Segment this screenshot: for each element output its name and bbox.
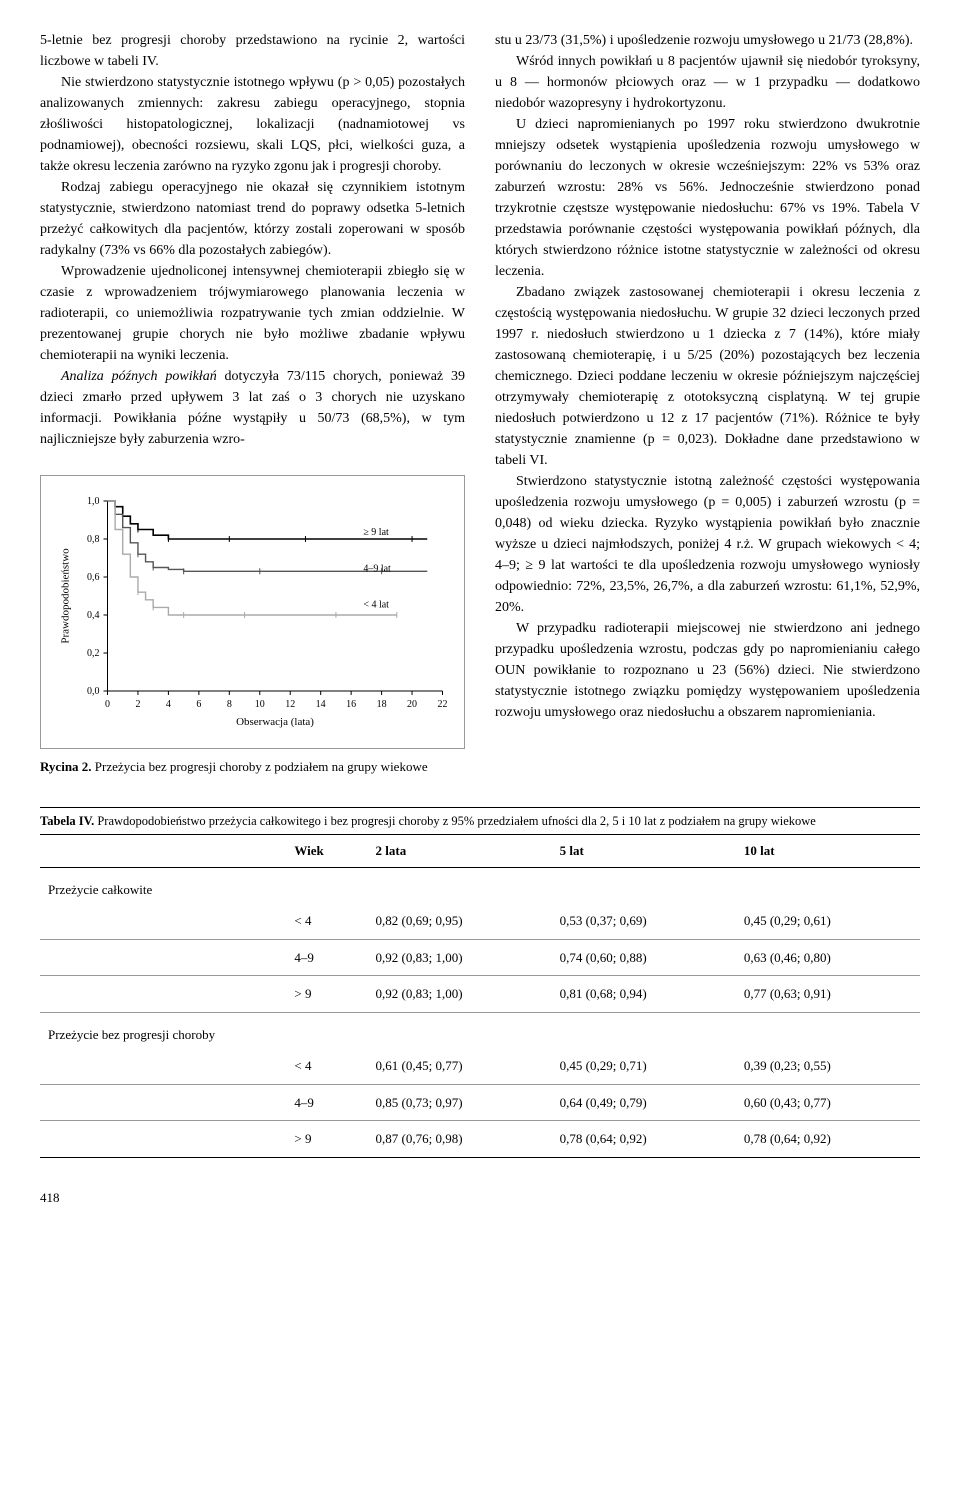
table-row: > 90,87 (0,76; 0,98)0,78 (0,64; 0,92)0,7… (40, 1121, 920, 1158)
table-row: < 40,61 (0,45; 0,77)0,45 (0,29; 0,71)0,3… (40, 1048, 920, 1084)
svg-text:8: 8 (227, 699, 232, 710)
table-cell: 4–9 (286, 1084, 367, 1121)
svg-text:16: 16 (346, 699, 356, 710)
paragraph: Nie stwierdzono statystycznie istotnego … (40, 72, 465, 177)
table-cell: 0,87 (0,76; 0,98) (368, 1121, 552, 1158)
table-cell: 0,77 (0,63; 0,91) (736, 976, 920, 1013)
svg-text:Prawdopodobieństwo: Prawdopodobieństwo (60, 548, 72, 644)
svg-text:4: 4 (166, 699, 171, 710)
svg-text:20: 20 (407, 699, 417, 710)
svg-text:0,2: 0,2 (87, 648, 100, 659)
table-row: 4–90,85 (0,73; 0,97)0,64 (0,49; 0,79)0,6… (40, 1084, 920, 1121)
paragraph: Wprowadzenie ujednoliconej intensywnej c… (40, 261, 465, 366)
table-cell: 0,92 (0,83; 1,00) (368, 939, 552, 976)
table-cell: 0,85 (0,73; 0,97) (368, 1084, 552, 1121)
col-header: Wiek (286, 835, 367, 868)
paragraph: Rodzaj zabiegu operacyjnego nie okazał s… (40, 177, 465, 261)
paragraph: Analiza późnych powikłań dotyczyła 73/11… (40, 366, 465, 450)
table-row: > 90,92 (0,83; 1,00)0,81 (0,68; 0,94)0,7… (40, 976, 920, 1013)
table-cell: 0,60 (0,43; 0,77) (736, 1084, 920, 1121)
svg-text:6: 6 (196, 699, 201, 710)
figure-caption-text: Przeżycia bez progresji choroby z podzia… (92, 759, 428, 774)
paragraph: Wśród innych powikłań u 8 pacjentów ujaw… (495, 51, 920, 114)
svg-text:0,4: 0,4 (87, 610, 100, 621)
table-cell: 0,53 (0,37; 0,69) (552, 903, 736, 939)
paragraph: Stwierdzono statystycznie istotną zależn… (495, 471, 920, 618)
table-cell: 0,63 (0,46; 0,80) (736, 939, 920, 976)
table-block: Tabela IV. Prawdopodobieństwo przeżycia … (40, 807, 920, 1158)
svg-text:18: 18 (377, 699, 387, 710)
figure-caption: Rycina 2. Przeżycia bez progresji chorob… (40, 757, 465, 777)
table-cell: 0,81 (0,68; 0,94) (552, 976, 736, 1013)
svg-text:10: 10 (255, 699, 265, 710)
survival-table: Wiek 2 lata 5 lat 10 lat Przeżycie całko… (40, 834, 920, 1158)
table-row: 4–90,92 (0,83; 1,00)0,74 (0,60; 0,88)0,6… (40, 939, 920, 976)
table-title: Tabela IV. Prawdopodobieństwo przeżycia … (40, 807, 920, 835)
svg-text:< 4 lat: < 4 lat (363, 599, 389, 610)
svg-text:12: 12 (285, 699, 295, 710)
svg-text:≥ 9 lat: ≥ 9 lat (363, 527, 389, 538)
svg-text:0,6: 0,6 (87, 572, 100, 583)
italic-span: Analiza późnych powikłań (61, 369, 217, 384)
paragraph: 5-letnie bez progresji choroby przedstaw… (40, 30, 465, 72)
page-number: 418 (40, 1188, 920, 1208)
paragraph: stu u 23/73 (31,5%) i upośledzenie rozwo… (495, 30, 920, 51)
table-label: Tabela IV. (40, 814, 94, 828)
table-cell: > 9 (286, 976, 367, 1013)
svg-text:Obserwacja (lata): Obserwacja (lata) (236, 716, 314, 728)
right-column: stu u 23/73 (31,5%) i upośledzenie rozwo… (495, 30, 920, 777)
table-cell: 0,39 (0,23; 0,55) (736, 1048, 920, 1084)
table-cell: 0,78 (0,64; 0,92) (552, 1121, 736, 1158)
col-header: 10 lat (736, 835, 920, 868)
two-column-layout: 5-letnie bez progresji choroby przedstaw… (40, 30, 920, 777)
table-row: < 40,82 (0,69; 0,95)0,53 (0,37; 0,69)0,4… (40, 903, 920, 939)
svg-text:1,0: 1,0 (87, 496, 100, 507)
table-cell: < 4 (286, 1048, 367, 1084)
svg-text:0,0: 0,0 (87, 686, 100, 697)
table-title-text: Prawdopodobieństwo przeżycia całkowitego… (94, 814, 816, 828)
svg-text:0,8: 0,8 (87, 534, 100, 545)
chart-container: 0,0 0,2 0,4 0,6 0,8 1,0 0 2 4 6 8 10 12 14 16 18 20 22 Obs… (40, 475, 465, 749)
table-cell: 0,64 (0,49; 0,79) (552, 1084, 736, 1121)
table-cell: 0,74 (0,60; 0,88) (552, 939, 736, 976)
table-cell: 0,45 (0,29; 0,71) (552, 1048, 736, 1084)
figure-label: Rycina 2. (40, 759, 92, 774)
col-header: 5 lat (552, 835, 736, 868)
table-cell: 0,82 (0,69; 0,95) (368, 903, 552, 939)
table-cell: < 4 (286, 903, 367, 939)
table-cell: 0,45 (0,29; 0,61) (736, 903, 920, 939)
table-cell: > 9 (286, 1121, 367, 1158)
table-cell: 4–9 (286, 939, 367, 976)
col-header: 2 lata (368, 835, 552, 868)
section-header: Przeżycie całkowite (40, 867, 920, 903)
left-column: 5-letnie bez progresji choroby przedstaw… (40, 30, 465, 777)
svg-text:0: 0 (105, 699, 110, 710)
section-header: Przeżycie bez progresji choroby (40, 1012, 920, 1048)
svg-text:22: 22 (438, 699, 448, 710)
svg-text:4–9 lat: 4–9 lat (363, 563, 391, 574)
paragraph: Zbadano związek zastosowanej chemioterap… (495, 282, 920, 471)
paragraph: W przypadku radioterapii miejscowej nie … (495, 618, 920, 723)
table-cell: 0,78 (0,64; 0,92) (736, 1121, 920, 1158)
table-header-row: Wiek 2 lata 5 lat 10 lat (40, 835, 920, 868)
svg-text:14: 14 (316, 699, 326, 710)
paragraph: U dzieci napromienianych po 1997 roku st… (495, 114, 920, 282)
table-cell: 0,61 (0,45; 0,77) (368, 1048, 552, 1084)
svg-text:2: 2 (135, 699, 140, 710)
table-cell: 0,92 (0,83; 1,00) (368, 976, 552, 1013)
survival-chart: 0,0 0,2 0,4 0,6 0,8 1,0 0 2 4 6 8 10 12 14 16 18 20 22 Obs… (51, 491, 454, 731)
